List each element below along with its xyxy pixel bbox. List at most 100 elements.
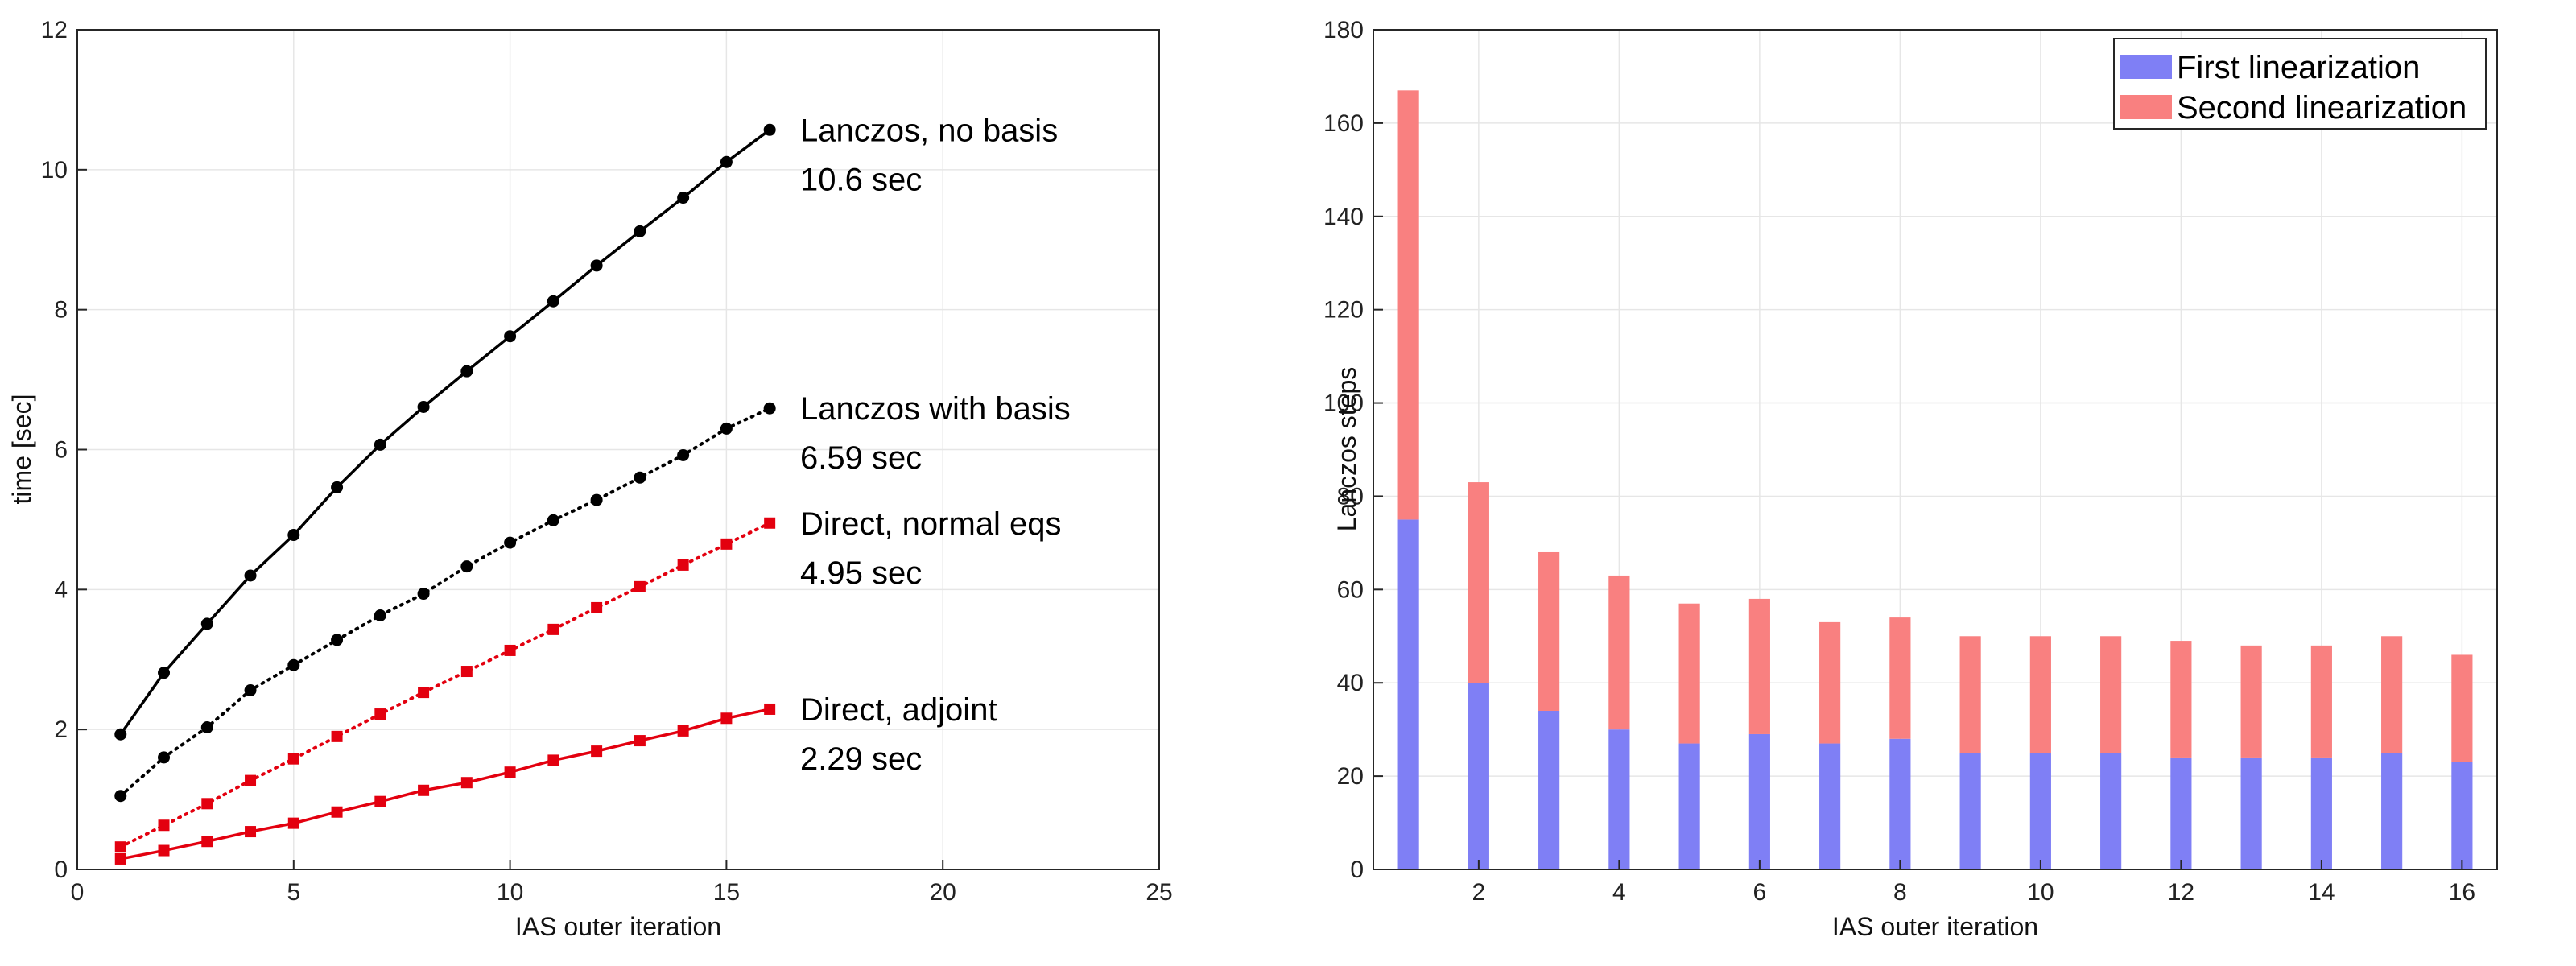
right-y-tick-label: 60 [1337,576,1364,603]
left-annotations: Lanczos, no basis 10.6 sec Lanczos with ba… [800,113,1071,777]
point-lanczos-with-basis [634,471,646,484]
right-bars [1397,90,2473,869]
point-lanczos-no-basis [331,481,344,493]
point-direct-normal-eqs [677,559,689,571]
left-x-tick-label: 5 [287,879,300,906]
right-y-tick-label: 180 [1323,17,1364,43]
left-x-tick-label: 25 [1146,879,1172,906]
point-direct-normal-eqs [720,538,733,550]
point-lanczos-no-basis [460,365,473,378]
point-lanczos-with-basis [677,448,690,461]
bar-second-linearization [2240,645,2262,758]
bar-first-linearization [1397,519,1419,869]
legend-box [2113,38,2487,130]
bar-first-linearization [2170,757,2192,869]
annotation-time-lanczos-with-basis: 6.59 sec [800,440,922,476]
point-lanczos-no-basis [547,295,559,308]
point-direct-normal-eqs [764,517,776,529]
annotation-lanczos-no-basis: Lanczos, no basis [800,113,1058,148]
point-direct-normal-eqs [201,798,213,810]
point-lanczos-no-basis [504,330,517,343]
left-x-tick-label: 0 [71,879,85,906]
left-x-tick-label: 20 [930,879,956,906]
bar-second-linearization [1678,603,1700,744]
point-direct-adjoint [201,836,213,848]
left-chart: 0 5 10 15 20 25 0 2 4 6 8 10 12 Lanczos, no basis 10.… [7,17,1173,941]
point-lanczos-with-basis [590,493,603,506]
bar-second-linearization [2310,645,2332,758]
point-lanczos-no-basis [244,569,257,582]
point-direct-adjoint [287,817,299,829]
bar-second-linearization [1889,617,1911,739]
point-direct-adjoint [158,844,170,857]
point-lanczos-no-basis [374,438,386,451]
left-y-tick-label: 10 [41,157,68,184]
point-direct-adjoint [245,826,257,838]
point-lanczos-no-basis [417,400,430,413]
right-x-tick-label: 2 [1472,879,1486,906]
left-x-axis-label: IAS outer iteration [515,912,721,941]
point-direct-adjoint [418,784,430,796]
point-direct-normal-eqs [504,644,516,656]
point-lanczos-no-basis [114,728,127,741]
point-direct-adjoint [677,724,689,737]
annotation-direct-adjoint: Direct, adjoint [800,692,997,728]
left-y-tick-label: 12 [41,17,68,43]
right-x-tick-label: 6 [1753,879,1767,906]
annotation-time-direct-adjoint: 2.29 sec [800,741,922,777]
bar-second-linearization [1397,90,1419,520]
right-y-tick-label: 100 [1323,390,1364,417]
left-y-tick-label: 0 [54,857,68,883]
bar-first-linearization [1468,683,1489,869]
bar-second-linearization [1819,621,1841,744]
right-x-axis-label: IAS outer iteration [1832,912,2038,941]
legend-swatch-first [2120,55,2172,79]
point-lanczos-with-basis [200,721,213,734]
left-y-tick-label: 2 [54,716,68,743]
point-direct-normal-eqs [634,580,646,592]
point-lanczos-no-basis [677,192,690,204]
annotation-lanczos-with-basis: Lanczos with basis [800,391,1071,427]
point-lanczos-with-basis [720,422,733,435]
bar-first-linearization [1819,743,1841,869]
point-direct-adjoint [720,712,733,724]
right-y-tick-label: 0 [1350,857,1364,883]
bar-first-linearization [2029,753,2051,869]
left-y-tick-label: 6 [54,437,68,464]
point-direct-normal-eqs [245,774,257,786]
right-x-tick-label: 14 [2308,879,2334,906]
bar-second-linearization [2029,636,2051,753]
point-lanczos-with-basis [158,751,171,764]
point-direct-normal-eqs [374,708,386,720]
right-y-tick-label: 120 [1323,297,1364,324]
point-direct-adjoint [504,766,516,778]
point-lanczos-with-basis [460,560,473,573]
bar-second-linearization [2451,654,2473,762]
point-lanczos-with-basis [504,536,517,549]
annotation-direct-normal-eqs: Direct, normal eqs [800,506,1062,542]
left-x-tick-label: 15 [713,879,740,906]
series-line-direct-normal-eqs [118,521,772,849]
bar-first-linearization [1748,733,1770,869]
point-direct-normal-eqs [591,601,603,613]
bar-first-linearization [2240,757,2262,869]
point-lanczos-no-basis [287,529,300,542]
right-y-tick-label: 20 [1337,763,1364,790]
right-y-tick-label: 140 [1323,204,1364,230]
bar-second-linearization [1748,598,1770,734]
legend-label-first: First linearization [2177,50,2420,85]
point-lanczos-with-basis [114,790,127,803]
bar-first-linearization [2451,762,2473,869]
bar-first-linearization [2100,753,2122,869]
bar-first-linearization [1959,753,1981,869]
point-direct-normal-eqs [331,730,343,742]
point-lanczos-no-basis [634,225,646,237]
point-direct-adjoint [374,795,386,807]
annotation-time-lanczos-no-basis: 10.6 sec [800,162,922,197]
bar-first-linearization [1678,743,1700,869]
right-x-tick-label: 12 [2168,879,2194,906]
right-y-axis-label: Lanczos steps [1332,367,1361,532]
point-lanczos-with-basis [287,658,300,671]
